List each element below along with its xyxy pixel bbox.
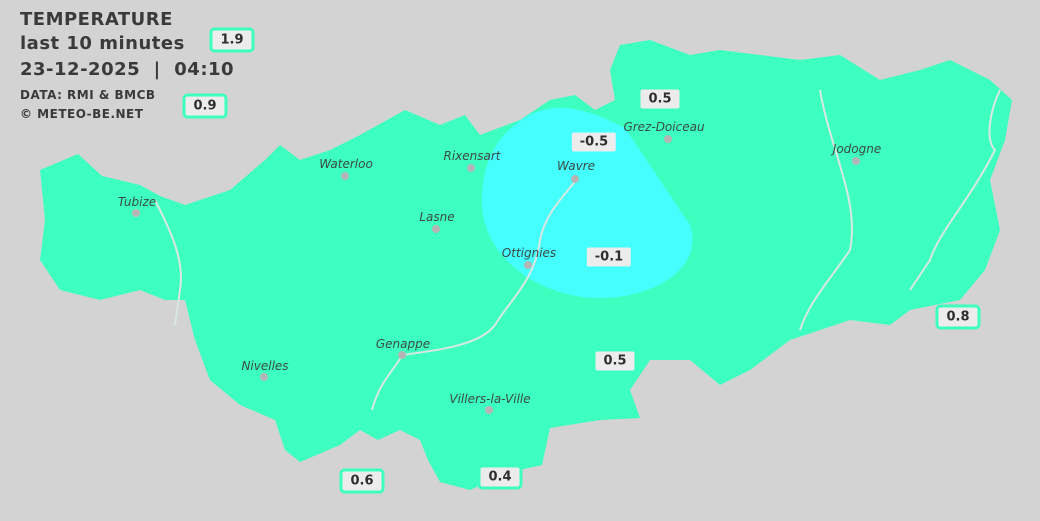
city-marker bbox=[341, 172, 349, 180]
cold-zone bbox=[481, 107, 693, 299]
city-marker bbox=[398, 351, 406, 359]
city-marker bbox=[485, 406, 493, 414]
city-label: Villers-la-Ville bbox=[449, 392, 531, 406]
city-marker bbox=[524, 261, 532, 269]
station-value[interactable]: 0.6 bbox=[339, 468, 385, 494]
city-marker bbox=[132, 209, 140, 217]
city-label: Nivelles bbox=[241, 359, 289, 373]
city-label: Tubize bbox=[117, 195, 157, 209]
city-marker bbox=[432, 225, 440, 233]
city-marker bbox=[664, 135, 672, 143]
city-label: Jodogne bbox=[832, 142, 882, 156]
city-label: Ottignies bbox=[501, 246, 557, 260]
map-datetime: 23-12-2025 | 04:10 bbox=[20, 59, 235, 80]
station-value[interactable]: -0.5 bbox=[568, 129, 620, 155]
city-label: Lasne bbox=[419, 210, 455, 224]
station-value[interactable]: 0.8 bbox=[935, 304, 981, 330]
city-label: Rixensart bbox=[443, 149, 501, 163]
city-marker bbox=[571, 175, 579, 183]
city-marker bbox=[852, 157, 860, 165]
map-title: TEMPERATURE bbox=[20, 9, 173, 30]
station-value[interactable]: 0.5 bbox=[592, 348, 638, 374]
station-value[interactable]: 0.4 bbox=[477, 464, 523, 490]
city-label: Grez-Doiceau bbox=[623, 120, 705, 134]
city-label: Genappe bbox=[375, 337, 431, 351]
data-source: DATA: RMI & BMCB bbox=[20, 88, 156, 102]
map-period: last 10 minutes bbox=[20, 33, 185, 54]
copyright: © METEO-BE.NET bbox=[20, 107, 144, 121]
station-value[interactable]: 0.5 bbox=[637, 86, 683, 112]
rivers bbox=[154, 89, 1001, 411]
station-value[interactable]: 1.9 bbox=[209, 27, 255, 53]
city-label: Waterloo bbox=[319, 157, 373, 171]
city-marker bbox=[260, 373, 268, 381]
station-value[interactable]: 0.9 bbox=[182, 93, 228, 119]
city-label: Wavre bbox=[557, 159, 595, 173]
station-value[interactable]: -0.1 bbox=[583, 244, 635, 270]
city-marker bbox=[467, 164, 475, 172]
